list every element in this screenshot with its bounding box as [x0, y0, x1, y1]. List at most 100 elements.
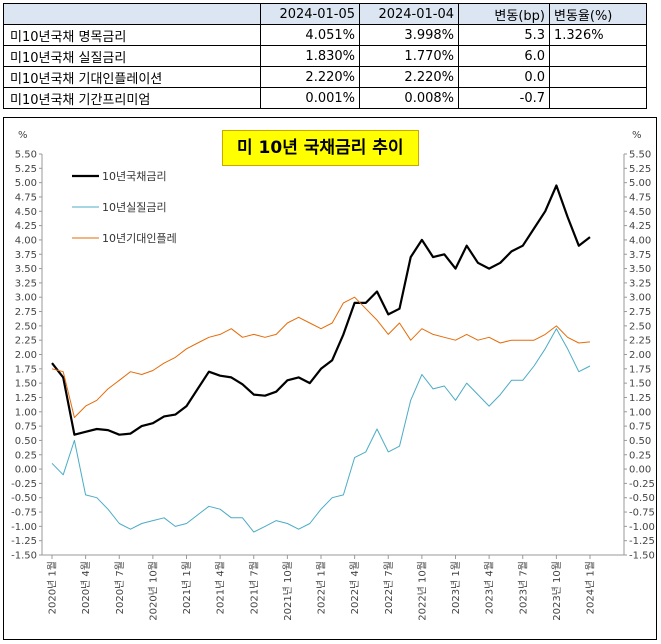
- x-tick-label: 2023년 10월: [551, 561, 563, 621]
- y-tick-label-right: 4.75: [629, 192, 651, 203]
- y-tick-label-right: -0.25: [629, 479, 655, 490]
- x-tick-label: 2020년 7월: [114, 561, 126, 614]
- y-tick-label-left: 2.00: [15, 350, 37, 361]
- row-change-pct: [549, 87, 647, 109]
- series-line-1: [51, 184, 591, 436]
- x-tick-label: 2022년 4월: [349, 561, 361, 614]
- y-tick-label-right: 2.00: [629, 350, 651, 361]
- y-tick-label-left: 0.75: [15, 422, 37, 433]
- y-tick-label-left: 2.75: [15, 307, 37, 318]
- chart-container: %% -1.50 -1.50 -1.25 -1.25 -1.00 -1.00 -0.75 -0.…: [3, 117, 657, 640]
- y-tick-label-right: 4.00: [629, 235, 651, 246]
- y-tick-label-left: 5.50: [15, 150, 37, 161]
- y-tick-label-left: 3.50: [15, 264, 37, 275]
- chart-title: 미 10년 국채금리 추이: [222, 130, 419, 166]
- y-tick-label-left: 4.00: [15, 235, 37, 246]
- row-change-bp: -0.7: [458, 87, 550, 109]
- y-tick-label-right: 3.25: [629, 278, 651, 289]
- x-tick-label: 2023년 1월: [450, 561, 462, 614]
- x-tick-label: 2023년 4월: [484, 561, 496, 614]
- line-chart: % % -1.50 -1.50 -1.25 -1.25 -1.00 -1.00 -0.75 -0.…: [11, 130, 655, 621]
- series-line-3: [51, 296, 591, 418]
- x-tick-label: 2021년 7월: [248, 561, 260, 614]
- header-cell: 변동율(%): [549, 3, 647, 25]
- y-tick-label-right: -1.50: [629, 551, 655, 562]
- x-tick-label: 2023년 7월: [517, 561, 529, 614]
- y-tick-label-right: 1.00: [629, 407, 651, 418]
- y-tick-label-left: -0.75: [11, 508, 37, 519]
- row-change-pct: 1.326%: [549, 24, 647, 46]
- y-tick-label-right: 2.25: [629, 336, 651, 347]
- y-unit-right: %: [632, 130, 642, 141]
- row-name: 미10년국채 기대인플레이션: [3, 66, 261, 88]
- row-name: 미10년국채 실질금리: [3, 45, 261, 67]
- row-change-pct: [549, 66, 647, 88]
- y-tick-label-left: -1.00: [11, 522, 37, 533]
- y-tick-label-right: 3.75: [629, 250, 651, 261]
- row-value-date1: 2.220%: [260, 66, 360, 88]
- y-tick-label-right: 0.00: [629, 465, 651, 476]
- table-row: 미10년국채 기간프리미엄 0.001% 0.008% -0.7: [3, 87, 647, 109]
- x-tick-label: 2022년 10월: [416, 561, 428, 621]
- rates-table: 2024-01-05 2024-01-04 변동(bp) 변동율(%) 미10년…: [3, 3, 647, 109]
- y-tick-label-left: 0.50: [15, 436, 37, 447]
- x-tick-label: 2020년 4월: [80, 561, 92, 614]
- row-name: 미10년국채 기간프리미엄: [3, 87, 261, 109]
- legend-label-1: 10년국채금리: [102, 170, 167, 183]
- y-tick-label-left: 4.50: [15, 207, 37, 218]
- row-name: 미10년국채 명목금리: [3, 24, 261, 46]
- y-tick-label-left: -1.50: [11, 551, 37, 562]
- x-tick-label: 2022년 1월: [316, 561, 328, 614]
- y-tick-label-left: 3.25: [15, 278, 37, 289]
- row-value-date1: 0.001%: [260, 87, 360, 109]
- y-tick-label-left: -1.25: [11, 536, 37, 547]
- y-tick-label-left: 1.50: [15, 379, 37, 390]
- y-tick-label-left: 0.25: [15, 450, 37, 461]
- row-change-bp: 5.3: [458, 24, 550, 46]
- y-tick-label-right: 1.50: [629, 379, 651, 390]
- y-tick-label-right: 0.75: [629, 422, 651, 433]
- row-value-date2: 2.220%: [359, 66, 459, 88]
- y-tick-label-right: 1.25: [629, 393, 651, 404]
- y-tick-label-left: 5.00: [15, 178, 37, 189]
- y-tick-label-right: 0.50: [629, 436, 651, 447]
- header-cell: 변동(bp): [458, 3, 550, 25]
- y-tick-label-right: -0.50: [629, 493, 655, 504]
- y-tick-label-right: 4.50: [629, 207, 651, 218]
- y-tick-label-left: -0.50: [11, 493, 37, 504]
- y-tick-label-left: 5.25: [15, 164, 37, 175]
- x-tick-label: 2020년 1월: [47, 561, 59, 614]
- y-tick-label-left: 1.25: [15, 393, 37, 404]
- y-tick-label-left: 3.75: [15, 250, 37, 261]
- row-value-date1: 1.830%: [260, 45, 360, 67]
- legend-label-2: 10년실질금리: [102, 201, 167, 214]
- table-row: 미10년국채 실질금리 1.830% 1.770% 6.0: [3, 45, 647, 67]
- y-tick-label-right: 0.25: [629, 450, 651, 461]
- y-tick-label-right: -0.75: [629, 508, 655, 519]
- x-tick-label: 2024년 1월: [585, 561, 597, 614]
- y-tick-label-right: 2.75: [629, 307, 651, 318]
- row-change-pct: [549, 45, 647, 67]
- table-row: 미10년국채 명목금리 4.051% 3.998% 5.3 1.326%: [3, 24, 647, 46]
- y-tick-label-right: 5.00: [629, 178, 651, 189]
- row-value-date1: 4.051%: [260, 24, 360, 46]
- row-value-date2: 3.998%: [359, 24, 459, 46]
- y-tick-label-right: 4.25: [629, 221, 651, 232]
- y-tick-label-right: 2.50: [629, 321, 651, 332]
- table-header-row: 2024-01-05 2024-01-04 변동(bp) 변동율(%): [3, 3, 647, 25]
- x-tick-label: 2021년 4월: [215, 561, 227, 614]
- legend-label-3: 10년기대인플레: [102, 232, 177, 245]
- y-tick-label-left: -0.25: [11, 479, 37, 490]
- y-tick-label-right: 5.25: [629, 164, 651, 175]
- y-tick-label-right: 3.50: [629, 264, 651, 275]
- row-change-bp: 6.0: [458, 45, 550, 67]
- x-tick-label: 2021년 1월: [181, 561, 193, 614]
- y-tick-label-right: -1.00: [629, 522, 655, 533]
- y-unit-left: %: [18, 130, 28, 141]
- y-tick-label-right: -1.25: [629, 536, 655, 547]
- x-tick-label: 2021년 10월: [282, 561, 294, 621]
- y-tick-label-left: 1.00: [15, 407, 37, 418]
- row-value-date2: 0.008%: [359, 87, 459, 109]
- y-tick-label-left: 3.00: [15, 293, 37, 304]
- row-value-date2: 1.770%: [359, 45, 459, 67]
